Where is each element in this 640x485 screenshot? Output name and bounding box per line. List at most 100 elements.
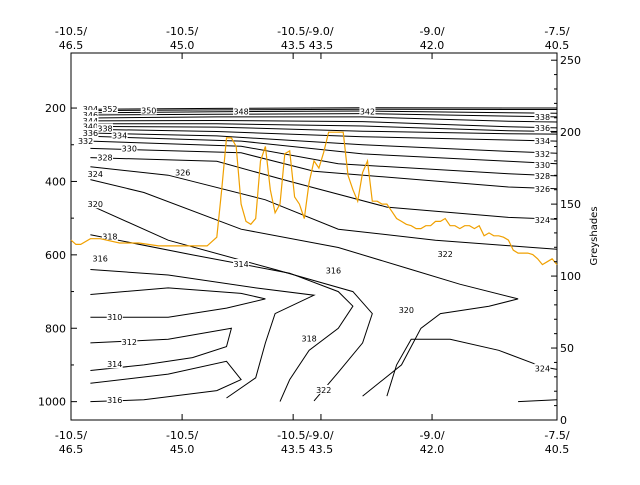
contour-label-bg-22 bbox=[398, 304, 415, 314]
contour-label-bg-3 bbox=[233, 106, 250, 116]
contour-line-8 bbox=[90, 128, 558, 142]
contour-label-bg-14 bbox=[174, 167, 191, 177]
x-top-tick-label-line2-4: 42.0 bbox=[420, 39, 445, 52]
contour-label-19: 314 bbox=[233, 260, 248, 269]
contour-label-1: 352 bbox=[102, 105, 117, 114]
contour-line-10 bbox=[90, 135, 558, 165]
contour-label-29: 338 bbox=[535, 113, 550, 122]
x-bottom-tick-label-line2-2: 43.5 bbox=[281, 443, 306, 456]
contour-label-bg-1 bbox=[101, 104, 118, 114]
x-top-tick-label-line1-1: -10.5/ bbox=[166, 25, 198, 38]
x-top-tick-label-line2-5: 40.5 bbox=[545, 39, 570, 52]
contour-label-30: 336 bbox=[535, 124, 550, 133]
contour-label-0: 304 bbox=[83, 105, 98, 114]
contour-label-bg-29 bbox=[534, 112, 551, 122]
contour-label-bg-28 bbox=[315, 384, 332, 394]
contour-label-32: 332 bbox=[535, 150, 550, 159]
contour-line-15 bbox=[90, 179, 519, 397]
contour-label-bg-7 bbox=[82, 121, 99, 131]
contour-label-bg-33 bbox=[534, 159, 551, 169]
contour-label-bg-18 bbox=[92, 253, 109, 263]
contour-label-bg-9 bbox=[82, 128, 99, 138]
contour-label-5: 346 bbox=[83, 111, 98, 120]
axis-ticks: 200 400 600 800 1000 0 50 100 150 200 250 -10.5/46.… bbox=[38, 25, 581, 456]
y-left-tick-label-1: 400 bbox=[45, 175, 66, 188]
contour-line-6 bbox=[90, 123, 558, 132]
y-right-tick-label-4: 200 bbox=[560, 126, 581, 139]
x-bottom-tick-label-line2-3: 43.5 bbox=[309, 443, 334, 456]
contour-label-7: 340 bbox=[83, 122, 98, 131]
contour-line-5 bbox=[90, 119, 558, 129]
contour-label-13: 328 bbox=[97, 154, 112, 163]
contour-label-bg-37 bbox=[534, 363, 551, 373]
contour-label-26: 314 bbox=[107, 360, 122, 369]
contour-label-bg-15 bbox=[87, 169, 104, 179]
x-top-tick-label-line2-2: 43.5 bbox=[281, 39, 306, 52]
contour-line-11 bbox=[90, 140, 558, 177]
contour-line-23 bbox=[518, 399, 558, 403]
x-bottom-tick-label-line2-4: 42.0 bbox=[420, 443, 445, 456]
contour-label-bg-23 bbox=[301, 333, 318, 343]
x-bottom-tick-label-line1-3: -9.0/ bbox=[308, 429, 333, 442]
contour-label-14: 326 bbox=[175, 168, 190, 177]
contour-label-bg-31 bbox=[534, 136, 551, 146]
x-top-tick-label-line1-4: -9.0/ bbox=[419, 25, 444, 38]
contour-label-35: 326 bbox=[535, 185, 550, 194]
contour-label-12: 330 bbox=[122, 144, 137, 153]
contour-label-bg-16 bbox=[87, 199, 104, 209]
contour-label-6: 344 bbox=[83, 117, 98, 126]
contour-line-22 bbox=[386, 338, 558, 397]
y-left-tick-label-3: 800 bbox=[45, 322, 66, 335]
contour-label-34: 328 bbox=[535, 172, 550, 181]
y-right-tick-label-2: 100 bbox=[560, 270, 581, 283]
contour-label-bg-0 bbox=[82, 104, 99, 114]
y-right-tick-label-0: 0 bbox=[560, 414, 567, 427]
contour-label-11: 332 bbox=[78, 137, 93, 146]
contour-line-13 bbox=[90, 157, 558, 220]
x-top-tick-label-line1-3: -9.0/ bbox=[308, 25, 333, 38]
y-left-tick-label-4: 1000 bbox=[38, 396, 66, 409]
contour-label-bg-36 bbox=[534, 214, 551, 224]
contour-label-bg-5 bbox=[82, 110, 99, 120]
contour-label-22: 320 bbox=[399, 306, 414, 315]
contour-label-bg-26 bbox=[106, 359, 123, 369]
x-bottom-tick-label-line1-0: -10.5/ bbox=[55, 429, 87, 442]
contour-label-27: 316 bbox=[107, 396, 122, 405]
contour-label-bg-27 bbox=[106, 394, 123, 404]
contour-label-bg-2 bbox=[140, 105, 157, 115]
contour-label-3: 348 bbox=[233, 108, 248, 117]
contour-line-18 bbox=[90, 269, 316, 399]
contour-line-20 bbox=[90, 327, 233, 371]
right-axis-title: Greyshades bbox=[589, 206, 600, 265]
contour-line-1 bbox=[90, 108, 557, 112]
x-top-tick-label-line2-3: 43.5 bbox=[309, 39, 334, 52]
contour-label-bg-32 bbox=[534, 148, 551, 158]
contour-label-9: 336 bbox=[83, 129, 98, 138]
contour-label-bg-6 bbox=[82, 115, 99, 125]
contour-line-9 bbox=[90, 132, 558, 154]
contour-label-bg-12 bbox=[121, 143, 138, 153]
contour-label-4: 342 bbox=[360, 107, 375, 116]
x-bottom-tick-label-line2-5: 40.5 bbox=[545, 443, 570, 456]
x-top-tick-label-line1-0: -10.5/ bbox=[55, 25, 87, 38]
contour-label-33: 330 bbox=[535, 161, 550, 170]
contour-line-4 bbox=[90, 116, 558, 123]
x-bottom-tick-label-line2-0: 46.5 bbox=[59, 443, 84, 456]
x-bottom-tick-label-line1-2: -10.5/ bbox=[277, 429, 309, 442]
contour-label-23: 318 bbox=[301, 335, 316, 344]
x-bottom-tick-label-line2-1: 45.0 bbox=[170, 443, 195, 456]
x-top-tick-label-line2-1: 45.0 bbox=[170, 39, 195, 52]
contour-label-bg-10 bbox=[111, 130, 128, 140]
contour-line-2 bbox=[90, 110, 558, 114]
contour-lines bbox=[90, 107, 558, 403]
contour-label-2: 350 bbox=[141, 107, 156, 116]
y-left-tick-label-2: 600 bbox=[45, 249, 66, 262]
x-bottom-tick-label-line1-5: -7.5/ bbox=[544, 429, 569, 442]
contour-line-21 bbox=[90, 360, 242, 403]
contour-label-21: 322 bbox=[438, 250, 453, 259]
contour-label-36: 324 bbox=[535, 216, 550, 225]
contour-label-18: 316 bbox=[93, 255, 108, 264]
contour-label-bg-34 bbox=[534, 170, 551, 180]
